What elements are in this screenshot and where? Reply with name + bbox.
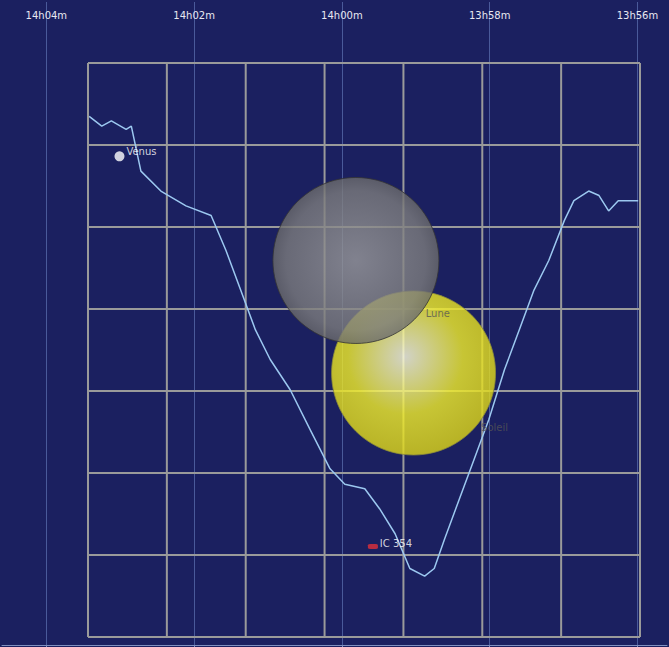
svg-text:13h58m: 13h58m xyxy=(469,10,511,21)
svg-text:14h04m: 14h04m xyxy=(26,10,68,21)
svg-text:Soleil: Soleil xyxy=(481,422,508,433)
svg-text:13h56m: 13h56m xyxy=(617,10,659,21)
svg-text:Vénus: Vénus xyxy=(126,146,156,157)
svg-text:14h02m: 14h02m xyxy=(173,10,215,21)
svg-text:Lune: Lune xyxy=(426,308,450,319)
svg-text:IC 354: IC 354 xyxy=(380,538,412,549)
svg-text:14h00m: 14h00m xyxy=(321,10,363,21)
